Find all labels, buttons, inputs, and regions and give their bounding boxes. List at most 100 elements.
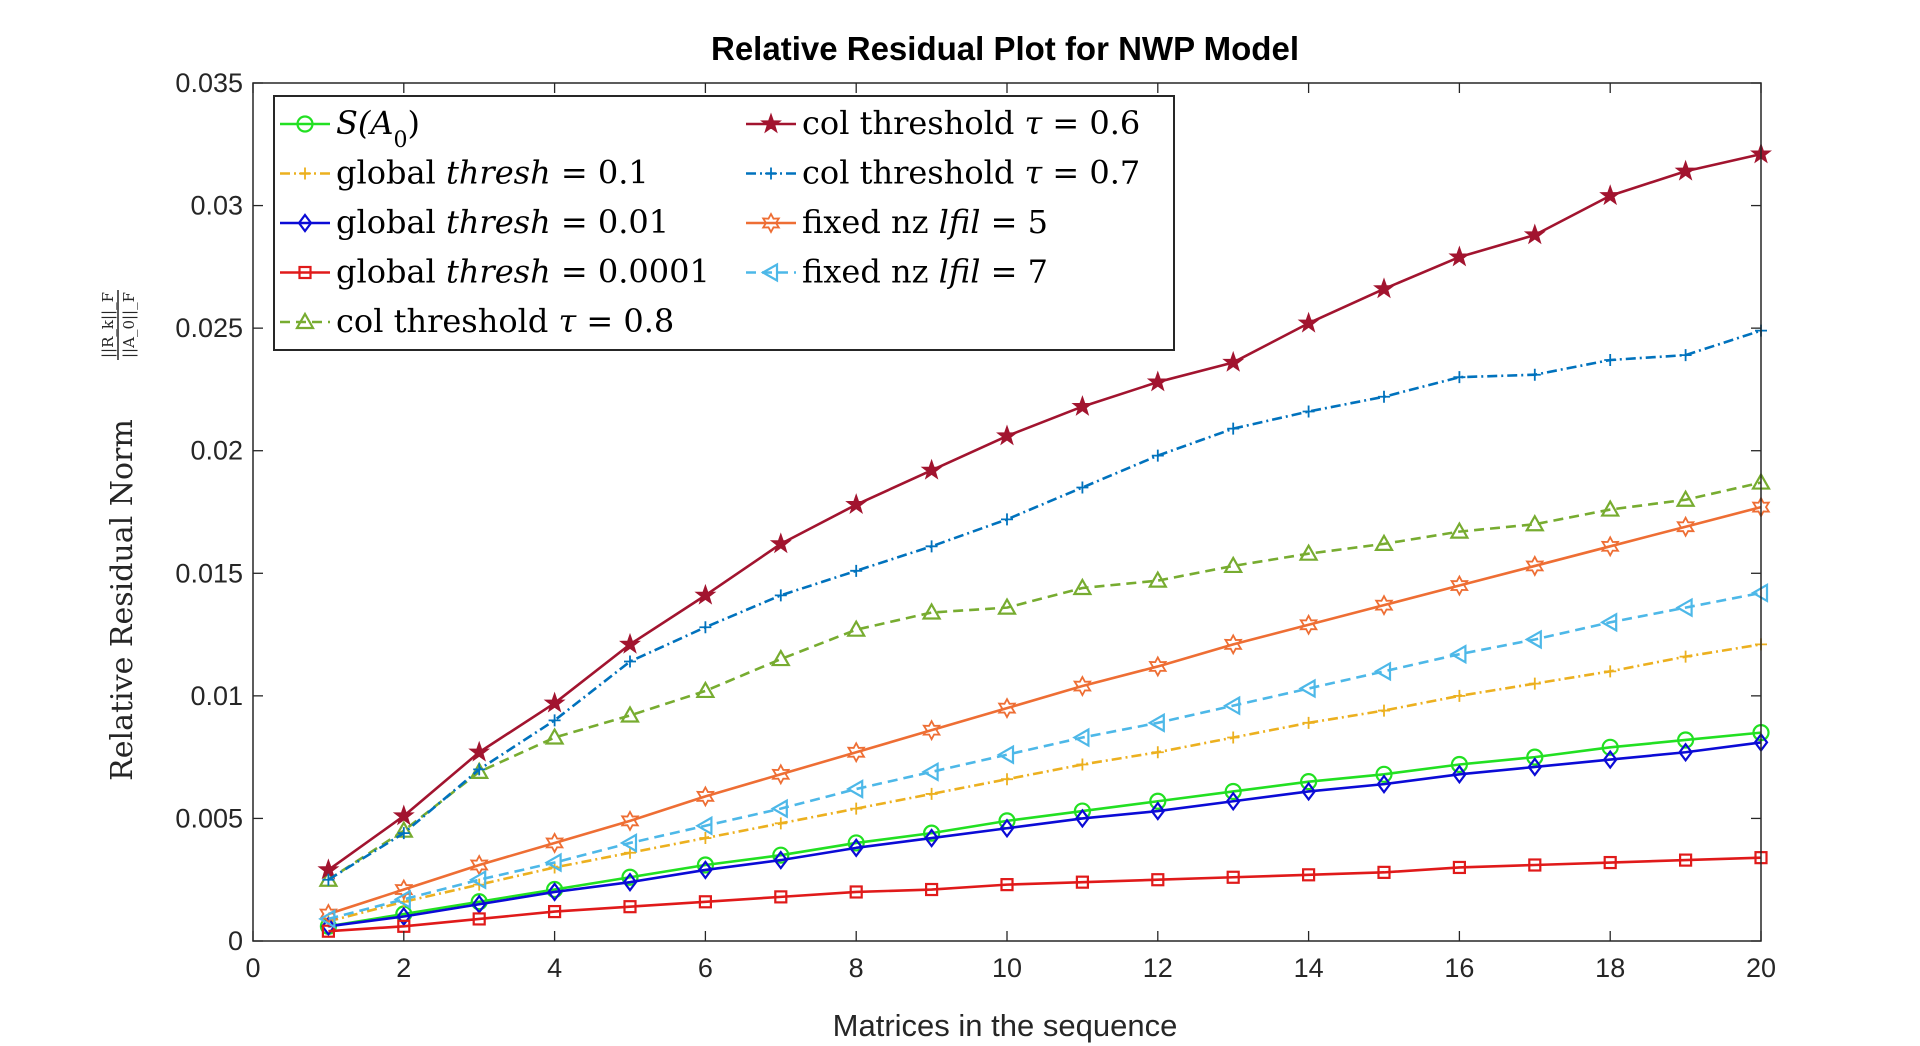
data-point-s-a-0 — [621, 868, 639, 886]
y-axis-label: Relative Residual Norm — [105, 419, 140, 781]
data-point-s-a-0 — [1676, 731, 1695, 749]
data-point-global-thresh-0-1 — [1528, 677, 1541, 690]
series-global-thresh-0-01 — [321, 732, 1769, 937]
series-col-threshold-0-7 — [322, 324, 1767, 886]
y-tick-label: 0 — [228, 926, 243, 956]
x-tick-label: 18 — [1595, 953, 1625, 983]
series-line-global-thresh-0-1 — [328, 643, 1762, 923]
data-point-global-thresh-0-0001 — [1000, 878, 1014, 892]
data-point-fixed-nz-lfil-7 — [1147, 712, 1165, 733]
data-point-col-threshold-0-7 — [1001, 513, 1013, 526]
data-point-fixed-nz-lfil-7 — [1524, 629, 1542, 650]
data-point-global-thresh-0-01 — [1602, 749, 1618, 770]
x-tick-label: 2 — [396, 953, 411, 983]
legend-label: S(A0) — [336, 104, 420, 153]
data-point-fixed-nz-lfil-7 — [318, 909, 336, 929]
data-point-global-thresh-0-0001 — [1528, 858, 1542, 872]
data-point-fixed-nz-lfil-5 — [394, 878, 414, 901]
data-point-global-thresh-0-1 — [1302, 716, 1315, 729]
data-point-global-thresh-0-01 — [1150, 801, 1166, 821]
data-point-col-threshold-0-7 — [322, 873, 335, 886]
data-point-col-threshold-0-8 — [1524, 514, 1545, 532]
data-point-global-thresh-0-0001 — [547, 904, 562, 919]
data-point-col-threshold-0-6 — [845, 493, 868, 514]
data-point-col-threshold-0-8 — [921, 602, 942, 620]
legend-entry-s-a-0: S(A0) — [280, 104, 420, 153]
data-point-col-threshold-0-6 — [694, 583, 717, 605]
data-point-col-threshold-0-7 — [624, 655, 636, 668]
series-line-global-thresh-0-01 — [328, 741, 1762, 928]
data-point-fixed-nz-lfil-5 — [1072, 675, 1092, 697]
data-point-col-threshold-0-8 — [620, 705, 640, 723]
x-tick-label: 16 — [1444, 953, 1474, 983]
x-tick-label: 0 — [245, 953, 260, 983]
data-point-fixed-nz-lfil-5 — [771, 763, 791, 786]
data-point-fixed-nz-lfil-7 — [921, 761, 939, 782]
data-point-global-thresh-0-0001 — [1678, 853, 1693, 867]
y-axis-label-denominator: ||A_0||_F — [120, 292, 138, 358]
y-axis-label-numerator: ||R_k||_F — [99, 292, 117, 358]
data-point-global-thresh-0-1 — [1604, 665, 1617, 678]
data-point-global-thresh-0-1 — [925, 787, 938, 800]
legend-label: global thresh = 0.01 — [336, 203, 669, 241]
data-point-global-thresh-0-0001 — [1226, 870, 1240, 884]
data-point-fixed-nz-lfil-5 — [922, 719, 942, 742]
data-point-col-threshold-0-7 — [1076, 481, 1089, 494]
data-point-col-threshold-0-6 — [1373, 277, 1395, 299]
data-point-col-threshold-0-6 — [1297, 311, 1320, 333]
data-point-global-thresh-0-0001 — [1151, 873, 1165, 887]
data-point-global-thresh-0-0001 — [1301, 868, 1316, 882]
x-tick-label: 10 — [992, 953, 1022, 983]
legend-label: fixed nz lfil = 5 — [802, 203, 1048, 241]
data-point-fixed-nz-lfil-5 — [1148, 655, 1168, 678]
data-point-s-a-0 — [1224, 782, 1242, 801]
data-point-col-threshold-0-6 — [1222, 350, 1245, 372]
data-point-col-threshold-0-8 — [997, 597, 1017, 615]
data-point-s-a-0 — [1299, 773, 1318, 791]
y-tick-label: 0.015 — [175, 558, 243, 588]
data-point-col-threshold-0-8 — [695, 680, 716, 699]
data-point-col-threshold-0-7 — [1528, 368, 1541, 381]
data-point-fixed-nz-lfil-5 — [620, 809, 640, 832]
data-point-global-thresh-0-0001 — [1603, 855, 1617, 870]
legend: S(A0)global thresh = 0.1 global thresh = … — [273, 95, 1175, 351]
data-point-global-thresh-0-1 — [1227, 731, 1240, 744]
data-point-global-thresh-0-01 — [848, 838, 864, 858]
series-line-col-threshold-0-7 — [327, 329, 1762, 881]
data-point-fixed-nz-lfil-7 — [845, 779, 864, 799]
data-point-col-threshold-0-8 — [1675, 489, 1696, 507]
series-s-a-0 — [319, 724, 1770, 935]
legend-swatch-marker — [761, 212, 781, 234]
data-point-global-thresh-0-01 — [999, 818, 1015, 839]
data-point-global-thresh-0-0001 — [623, 900, 637, 914]
data-point-col-threshold-0-7 — [699, 621, 712, 634]
data-point-fixed-nz-lfil-7 — [1373, 661, 1392, 682]
data-point-fixed-nz-lfil-7 — [996, 744, 1015, 765]
legend-swatch-marker — [295, 311, 315, 330]
data-point-col-threshold-0-8 — [469, 761, 490, 779]
data-point-col-threshold-0-8 — [1223, 555, 1244, 574]
data-point-fixed-nz-lfil-5 — [1374, 594, 1394, 617]
data-point-global-thresh-0-0001 — [698, 895, 713, 909]
data-point-col-threshold-0-6 — [1448, 245, 1471, 267]
series-line-s-a-0 — [328, 731, 1762, 928]
data-point-fixed-nz-lfil-7 — [1750, 583, 1769, 603]
series-line-col-threshold-0-6 — [327, 152, 1762, 871]
data-point-col-threshold-0-7 — [1302, 405, 1315, 418]
data-point-global-thresh-0-01 — [698, 860, 713, 880]
legend-swatch-marker — [296, 115, 314, 133]
data-point-s-a-0 — [922, 824, 941, 842]
data-point-col-threshold-0-7 — [1227, 422, 1240, 435]
data-point-fixed-nz-lfil-5 — [1676, 515, 1696, 538]
data-point-global-thresh-0-0001 — [321, 924, 335, 938]
data-point-fixed-nz-lfil-7 — [1072, 727, 1090, 748]
data-point-global-thresh-0-01 — [1452, 764, 1467, 785]
legend-label: col threshold τ = 0.6 — [802, 104, 1140, 142]
data-point-fixed-nz-lfil-5 — [846, 741, 866, 764]
data-point-global-thresh-0-0001 — [1377, 865, 1391, 879]
data-point-global-thresh-0-1 — [850, 802, 863, 815]
legend-label: global thresh = 0.1 — [336, 154, 649, 192]
axes-layer: 0 2 4 6 8 10 12 14 16 18 20 0 0.005 0.01 0.015 0.02 0.02… — [175, 68, 1776, 983]
data-point-fixed-nz-lfil-5 — [545, 832, 565, 854]
data-point-col-threshold-0-7 — [1378, 390, 1390, 403]
